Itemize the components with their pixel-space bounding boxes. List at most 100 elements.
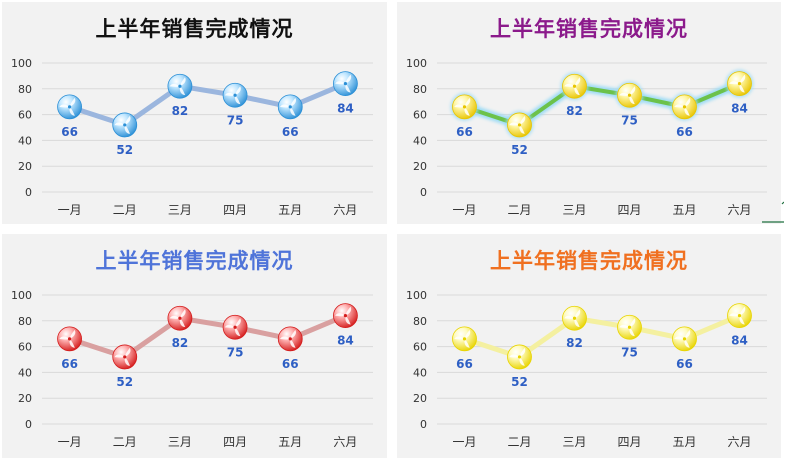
data-label: 82 bbox=[172, 104, 189, 118]
chart-title: 上半年销售完成情况 bbox=[95, 249, 294, 273]
data-point-marker bbox=[222, 314, 248, 340]
data-point-marker bbox=[560, 72, 589, 101]
data-label: 66 bbox=[61, 125, 78, 139]
x-tick-label: 五月 bbox=[278, 203, 302, 217]
data-label: 82 bbox=[566, 336, 583, 350]
chart-plot: 0 20 40 60 80 100 一月 二月 三月 四月 五月 六月 66 52 82 75 66 84 bbox=[11, 57, 373, 217]
data-point-marker bbox=[167, 73, 193, 99]
y-tick-label: 80 bbox=[18, 315, 32, 328]
y-tick-label: 100 bbox=[406, 57, 427, 70]
y-tick-label: 60 bbox=[18, 341, 32, 354]
x-tick-label: 一月 bbox=[452, 203, 476, 217]
data-point-marker bbox=[277, 326, 303, 352]
data-label: 75 bbox=[621, 345, 638, 359]
data-point-marker bbox=[507, 344, 532, 370]
data-point-marker bbox=[727, 303, 752, 329]
y-tick-label: 0 bbox=[420, 418, 427, 431]
y-tick-label: 20 bbox=[18, 160, 32, 173]
x-tick-label: 三月 bbox=[562, 435, 586, 449]
x-tick-label: 六月 bbox=[727, 203, 751, 217]
x-tick-label: 三月 bbox=[168, 435, 192, 449]
data-point-marker bbox=[57, 326, 82, 352]
data-label: 82 bbox=[172, 336, 189, 350]
data-point-marker bbox=[670, 92, 699, 121]
data-label: 66 bbox=[456, 357, 473, 371]
x-tick-label: 二月 bbox=[507, 203, 531, 217]
chart-plot: 0 20 40 60 80 100 一月 二月 三月 四月 五月 六月 66 52 82 75 66 84 bbox=[406, 57, 767, 217]
data-label: 75 bbox=[621, 113, 638, 127]
selection-corner-mark bbox=[762, 201, 784, 223]
chart-plot: 0 20 40 60 80 100 一月 二月 三月 四月 五月 六月 66 52 82 75 66 84 bbox=[406, 289, 767, 449]
data-label: 66 bbox=[676, 357, 693, 371]
y-tick-label: 80 bbox=[18, 83, 32, 96]
y-tick-label: 40 bbox=[18, 134, 32, 147]
y-tick-label: 0 bbox=[420, 186, 427, 199]
data-point-marker bbox=[57, 94, 82, 120]
data-label: 75 bbox=[227, 345, 244, 359]
x-tick-label: 一月 bbox=[58, 203, 82, 217]
data-point-marker bbox=[222, 82, 248, 108]
x-tick-label: 六月 bbox=[333, 435, 357, 449]
data-label: 84 bbox=[337, 102, 354, 116]
data-label: 84 bbox=[731, 102, 748, 116]
y-tick-label: 60 bbox=[413, 341, 427, 354]
x-tick-label: 四月 bbox=[617, 203, 641, 217]
data-point-marker bbox=[672, 326, 697, 352]
y-tick-label: 0 bbox=[25, 418, 32, 431]
series-line bbox=[462, 313, 742, 360]
data-label: 66 bbox=[456, 125, 473, 139]
data-point-marker bbox=[562, 305, 587, 331]
data-label: 52 bbox=[116, 143, 133, 157]
data-point-marker bbox=[617, 314, 642, 340]
data-point-marker bbox=[725, 69, 754, 98]
y-tick-label: 60 bbox=[18, 109, 32, 122]
x-tick-label: 五月 bbox=[672, 435, 696, 449]
y-tick-label: 20 bbox=[413, 160, 427, 173]
data-point-marker bbox=[112, 344, 138, 370]
x-tick-label: 六月 bbox=[333, 203, 357, 217]
x-tick-label: 六月 bbox=[727, 435, 751, 449]
data-label: 52 bbox=[116, 375, 133, 389]
x-tick-label: 一月 bbox=[58, 435, 82, 449]
chart-panel-4: 上半年销售完成情况 0 20 40 60 80 100 一月 二月 三月 四月 五月 六月 66 52 82… bbox=[397, 234, 781, 458]
data-point-marker bbox=[333, 303, 358, 329]
x-tick-label: 二月 bbox=[507, 435, 531, 449]
data-label: 66 bbox=[282, 357, 299, 371]
x-tick-label: 二月 bbox=[113, 203, 137, 217]
data-point-marker bbox=[167, 305, 193, 331]
chart-title: 上半年销售完成情况 bbox=[490, 249, 688, 273]
y-tick-label: 80 bbox=[413, 83, 427, 96]
x-tick-label: 四月 bbox=[223, 435, 247, 449]
y-tick-label: 100 bbox=[11, 289, 32, 302]
x-tick-label: 三月 bbox=[562, 203, 586, 217]
chart-title: 上半年销售完成情况 bbox=[95, 17, 294, 41]
data-label: 66 bbox=[676, 125, 693, 139]
data-point-marker bbox=[615, 81, 644, 110]
y-tick-label: 40 bbox=[413, 366, 427, 379]
x-tick-label: 三月 bbox=[168, 203, 192, 217]
data-point-marker bbox=[505, 110, 534, 139]
x-tick-label: 四月 bbox=[617, 435, 641, 449]
data-label: 84 bbox=[731, 334, 748, 348]
data-label: 66 bbox=[61, 357, 78, 371]
x-tick-label: 一月 bbox=[452, 435, 476, 449]
y-tick-label: 60 bbox=[413, 109, 427, 122]
y-tick-label: 40 bbox=[413, 134, 427, 147]
series-line bbox=[67, 81, 348, 128]
data-point-marker bbox=[112, 112, 138, 138]
y-tick-label: 100 bbox=[11, 57, 32, 70]
y-tick-label: 0 bbox=[25, 186, 32, 199]
data-label: 66 bbox=[282, 125, 299, 139]
chart-plot: 0 20 40 60 80 100 一月 二月 三月 四月 五月 六月 66 52 82 75 66 84 bbox=[11, 289, 373, 449]
data-point-marker bbox=[450, 92, 479, 121]
y-tick-label: 20 bbox=[413, 392, 427, 405]
chart-panel-3: 上半年销售完成情况 0 20 40 60 80 100 一月 二月 三月 四月 五月 六月 66 52 82… bbox=[2, 234, 387, 458]
x-tick-label: 五月 bbox=[672, 203, 696, 217]
chart-title: 上半年销售完成情况 bbox=[490, 17, 688, 41]
y-tick-label: 40 bbox=[18, 366, 32, 379]
x-tick-label: 二月 bbox=[113, 435, 137, 449]
data-label: 82 bbox=[566, 104, 583, 118]
data-label: 75 bbox=[227, 113, 244, 127]
data-label: 52 bbox=[511, 375, 528, 389]
data-point-marker bbox=[333, 71, 358, 97]
